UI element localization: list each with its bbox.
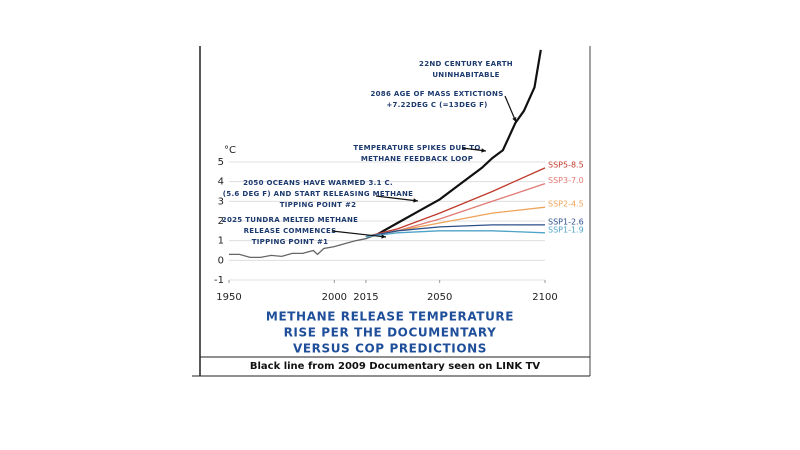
series-line xyxy=(365,167,546,238)
series-line xyxy=(365,230,546,238)
chart-title: VERSUS COP PREDICTIONS xyxy=(293,342,487,356)
annotation: TEMPERATURE SPIKES DUE TO xyxy=(353,144,480,152)
x-tick-label: 2000 xyxy=(322,292,347,303)
y-tick-label: 2 xyxy=(218,216,224,227)
annotation: 2025 TUNDRA MELTED METHANE xyxy=(222,216,358,224)
x-tick-label: 1950 xyxy=(216,292,241,303)
annotation: TIPPING POINT #1 xyxy=(252,238,329,246)
y-tick-label: 5 xyxy=(218,157,224,168)
x-tick-label: 2100 xyxy=(532,292,557,303)
annotation: +7.22DEG C (=13DEG F) xyxy=(386,101,487,109)
y-tick-label: 4 xyxy=(218,177,224,188)
chart-title: RISE PER THE DOCUMENTARY xyxy=(284,326,497,340)
annotation: 22ND CENTURY EARTH xyxy=(419,60,513,68)
legend-label: SSP2-4.5 xyxy=(548,200,584,209)
y-tick-label: -1 xyxy=(214,275,224,286)
annotation: UNINHABITABLE xyxy=(432,71,499,79)
arrow-head xyxy=(413,198,418,203)
arrow-head xyxy=(512,117,517,122)
annotation: RELEASE COMMENCES xyxy=(244,227,337,235)
arrow-head xyxy=(481,148,486,153)
arrow-head xyxy=(381,234,386,239)
y-tick-label: 3 xyxy=(218,196,224,207)
x-tick-label: 2015 xyxy=(353,292,378,303)
series-line xyxy=(229,234,377,259)
x-tick-label: 2050 xyxy=(427,292,452,303)
legend-label: SSP3-7.0 xyxy=(548,176,584,185)
y-unit: °C xyxy=(224,145,236,156)
annotation: 2050 OCEANS HAVE WARMED 3.1 C. xyxy=(243,179,393,187)
y-tick-label: 1 xyxy=(218,236,224,247)
annotation: TIPPING POINT #2 xyxy=(280,201,357,209)
annotation: (5.6 DEG F) AND START RELEASING METHANE xyxy=(223,190,413,198)
caption: Black line from 2009 Documentary seen on… xyxy=(250,361,541,372)
y-tick-label: 0 xyxy=(218,255,224,266)
legend-label: SSP1-2.6 xyxy=(548,217,584,226)
series-line xyxy=(365,224,545,238)
chart-title: METHANE RELEASE TEMPERATURE xyxy=(266,310,514,324)
annotation: METHANE FEEDBACK LOOP xyxy=(361,155,473,163)
legend-label: SSP1-1.9 xyxy=(548,225,584,234)
arrow xyxy=(375,195,419,202)
legend-label: SSP5-8.5 xyxy=(548,160,584,169)
arrow xyxy=(331,230,387,238)
annotation: 2086 AGE OF MASS EXTICTIONS xyxy=(370,90,503,98)
series-line xyxy=(375,49,542,236)
arrow xyxy=(504,95,517,123)
